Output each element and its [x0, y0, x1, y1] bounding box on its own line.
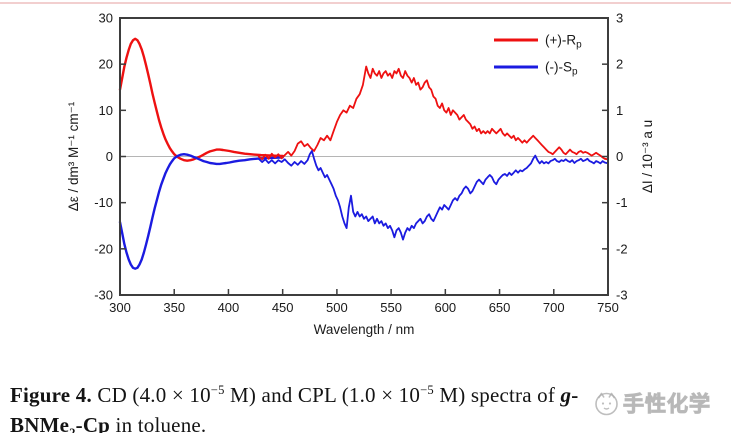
axes-group: 300 350 400 450 500 550 600 650 700 7503020100-10…: [66, 11, 655, 338]
figure-caption: Figure 4. CD (4.0 × 10−5 M) and CPL (1.0…: [10, 380, 726, 433]
y-right-tick-label: -2: [616, 241, 628, 256]
y-left-tick-label: -20: [94, 241, 113, 256]
caption-segment: in toluene.: [110, 413, 207, 433]
series-group: [118, 37, 609, 270]
x-tick-label: 600: [434, 300, 456, 315]
caption-segment: M) spectra of: [433, 383, 561, 407]
legend-label: (+)-Rp: [545, 33, 582, 51]
series--sp-cd: [118, 152, 284, 270]
y-left-tick-label: 10: [99, 103, 113, 118]
legend-group: (+)-Rp (-)-Sp: [494, 33, 582, 78]
series--rp-cpl: [257, 65, 609, 161]
caption-segment: −5: [420, 383, 434, 397]
y-left-axis-title: Δε / dm³ M⁻¹ cm⁻¹: [66, 101, 81, 211]
x-tick-label: 350: [163, 300, 185, 315]
legend-label: (-)-Sp: [545, 60, 578, 78]
x-tick-label: 650: [489, 300, 511, 315]
y-right-tick-label: -1: [616, 195, 628, 210]
x-tick-label: 500: [326, 300, 348, 315]
x-tick-label: 750: [597, 300, 619, 315]
x-tick-label: 700: [543, 300, 565, 315]
caption-segment: −5: [210, 383, 225, 397]
x-tick-label: 300: [109, 300, 131, 315]
x-tick-label: 450: [272, 300, 294, 315]
y-right-axis-title: ΔI / 10⁻³ a u: [640, 120, 655, 193]
y-right-tick-label: -3: [616, 288, 628, 303]
y-left-tick-label: 20: [99, 57, 113, 72]
caption-segment: BNMe: [10, 413, 70, 433]
y-left-tick-label: -10: [94, 195, 113, 210]
caption-segment: CD (4.0 × 10: [91, 383, 211, 407]
y-left-tick-label: 0: [106, 149, 113, 164]
series--rp-cd: [118, 37, 284, 162]
caption-segment: -Cp: [75, 413, 111, 433]
caption-segment: -: [571, 383, 579, 407]
x-tick-label: 550: [380, 300, 402, 315]
caption-segment: Figure 4.: [10, 383, 92, 407]
y-left-tick-label: -30: [94, 288, 113, 303]
cd-cpl-spectra-chart: 300 350 400 450 500 550 600 650 700 7503020100-10…: [66, 11, 655, 338]
y-right-tick-label: 0: [616, 149, 623, 164]
y-right-tick-label: 1: [616, 103, 623, 118]
y-left-tick-label: 30: [99, 11, 113, 26]
series--sp-cpl: [257, 150, 609, 241]
y-right-tick-label: 3: [616, 11, 623, 26]
x-tick-label: 400: [218, 300, 240, 315]
caption-segment: g: [560, 383, 572, 407]
caption-segment: 2: [69, 426, 76, 433]
top-divider-line: [0, 2, 731, 4]
y-right-tick-label: 2: [616, 57, 623, 72]
caption-segment: M) and CPL (1.0 × 10: [224, 383, 421, 407]
x-axis-title: Wavelength / nm: [314, 322, 415, 337]
